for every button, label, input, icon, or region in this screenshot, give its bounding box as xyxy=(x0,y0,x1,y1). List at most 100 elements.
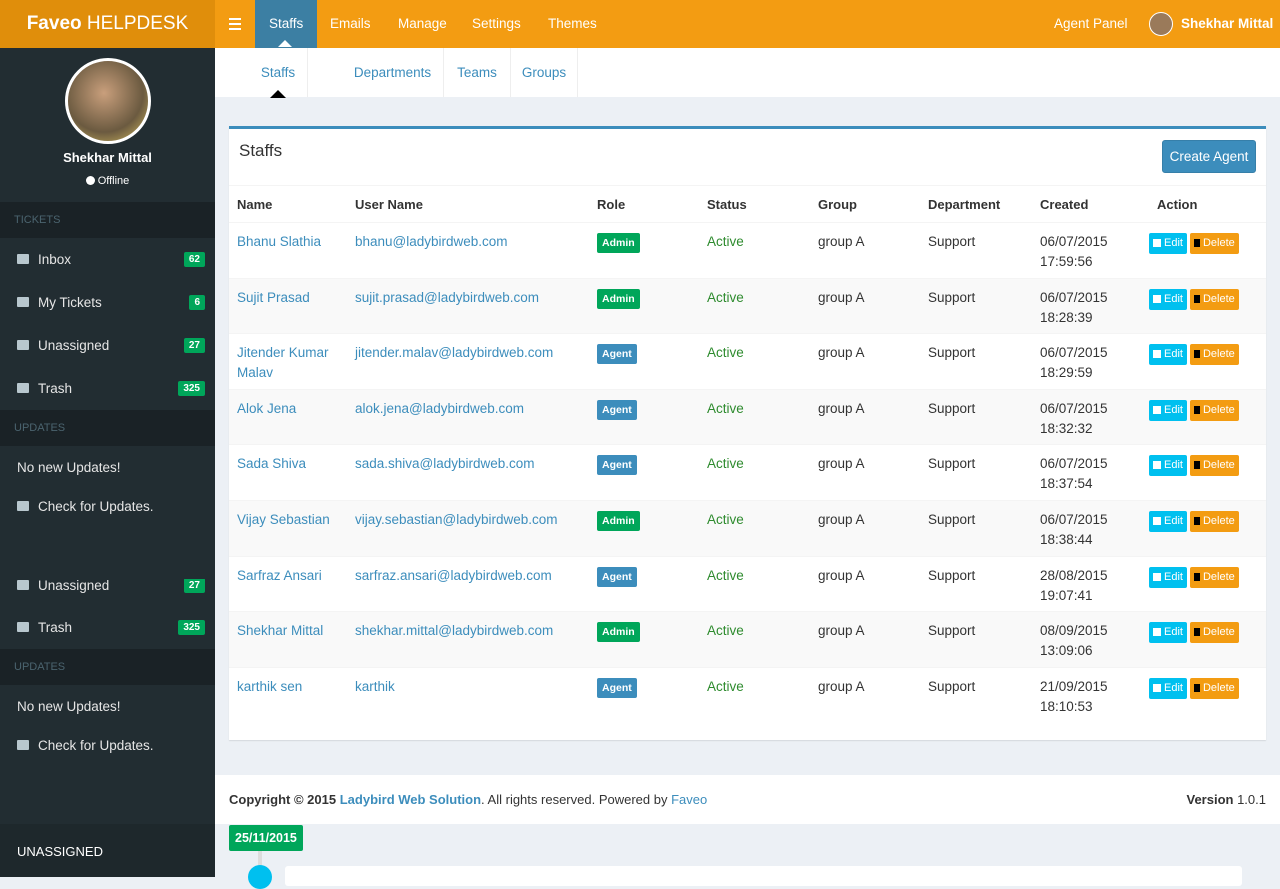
staff-username[interactable]: jitender.malav@ladybirdweb.com xyxy=(347,333,589,390)
staff-username[interactable]: sada.shiva@ladybirdweb.com xyxy=(347,444,589,501)
edit-button[interactable]: Edit xyxy=(1149,677,1187,699)
staff-row: Vijay Sebastian vijay.sebastian@ladybirdw… xyxy=(229,499,1266,557)
status: Active xyxy=(699,388,810,445)
staff-username[interactable]: vijay.sebastian@ladybirdweb.com xyxy=(347,499,589,557)
created: 28/08/2015 19:07:41 xyxy=(1032,555,1149,612)
edit-button[interactable]: Edit xyxy=(1149,622,1187,644)
top-nav-item[interactable]: Staffs xyxy=(255,0,318,48)
action-cell: Edit Delete xyxy=(1149,499,1266,557)
edit-button[interactable]: Edit xyxy=(1149,510,1187,532)
created: 06/07/2015 18:28:39 xyxy=(1032,277,1149,334)
timeline-icon xyxy=(248,865,272,889)
staff-name[interactable]: Alok Jena xyxy=(229,388,347,445)
menu-item[interactable]: Inbox 62 xyxy=(0,238,215,281)
staff-row: Jitender Kumar Malav jitender.malav@ladyb… xyxy=(229,333,1266,390)
delete-button[interactable]: Delete xyxy=(1189,510,1239,532)
company-link[interactable]: Ladybird Web Solution xyxy=(339,792,482,807)
agent-panel-link[interactable]: Agent Panel xyxy=(1054,16,1128,31)
footer-left: Copyright © 2015 Ladybird Web Solution. … xyxy=(229,775,707,825)
menu-label: Unassigned xyxy=(38,338,110,353)
brand[interactable]: Faveo HELPDESK xyxy=(0,0,215,48)
menu-item[interactable]: Unassigned 27 xyxy=(0,324,215,367)
header-row: Name User Name Role Status Group Department Cr… xyxy=(229,185,1266,223)
edit-button[interactable]: Edit xyxy=(1149,566,1187,588)
staff-username[interactable]: alok.jena@ladybirdweb.com xyxy=(347,388,589,445)
edit-button[interactable]: Edit xyxy=(1149,455,1187,477)
delete-button[interactable]: Delete xyxy=(1189,233,1239,254)
menu-count: 27 xyxy=(183,338,205,353)
action-cell: Edit Delete xyxy=(1149,666,1266,723)
edit-icon xyxy=(1153,516,1161,525)
top-nav-item[interactable]: Emails xyxy=(330,16,371,31)
delete-button[interactable]: Delete xyxy=(1189,455,1239,477)
role-badge: Agent xyxy=(597,566,637,587)
role-badge: Admin xyxy=(597,510,640,531)
staff-username[interactable]: bhanu@ladybirdweb.com xyxy=(347,222,589,279)
delete-button[interactable]: Delete xyxy=(1189,344,1239,366)
edit-icon xyxy=(1153,294,1161,303)
staff-name[interactable]: Sarfraz Ansari xyxy=(229,555,347,612)
user-menu[interactable]: Shekhar Mittal xyxy=(1181,16,1274,31)
edit-button[interactable]: Edit xyxy=(1149,399,1187,421)
edit-button[interactable]: Edit xyxy=(1149,288,1187,310)
staff-name[interactable]: karthik sen xyxy=(229,666,347,723)
staff-username[interactable]: sujit.prasad@ladybirdweb.com xyxy=(347,277,589,334)
status-dot xyxy=(85,176,95,185)
column-header: Name xyxy=(229,185,347,223)
sub-nav-item[interactable]: Teams xyxy=(444,48,511,97)
table-body: Bhanu Slathia bhanu@ladybirdweb.com Admin A… xyxy=(229,222,1266,723)
status: Active xyxy=(699,499,810,557)
menu-item[interactable]: Trash 325 xyxy=(0,606,215,649)
section-header: TICKETS xyxy=(0,202,215,238)
check-updates[interactable]: Check for Updates. xyxy=(0,724,215,767)
staff-name[interactable]: Vijay Sebastian xyxy=(229,499,347,557)
staff-username[interactable]: karthik xyxy=(347,666,589,723)
menu-item[interactable]: Trash 325 xyxy=(0,367,215,410)
created: 21/09/2015 18:10:53 xyxy=(1032,666,1149,723)
sub-nav-item[interactable]: Groups xyxy=(511,48,578,97)
subnav-caret xyxy=(270,90,286,98)
top-nav-item[interactable]: Settings xyxy=(472,16,521,31)
icon xyxy=(17,501,29,511)
staff-username[interactable]: shekhar.mittal@ladybirdweb.com xyxy=(347,611,589,668)
check-updates[interactable]: Check for Updates. xyxy=(0,485,215,528)
department: Support xyxy=(920,555,1032,612)
staff-name[interactable]: Sada Shiva xyxy=(229,444,347,501)
overlap-mask xyxy=(0,538,215,579)
delete-button[interactable]: Delete xyxy=(1189,288,1239,310)
delete-icon xyxy=(1193,516,1200,525)
menu-item[interactable]: Unassigned 27 xyxy=(0,564,215,607)
staff-panel: Staffs Create Agent Name User Name Role Sta… xyxy=(229,126,1266,740)
create-agent-button[interactable]: Create Agent xyxy=(1162,140,1256,173)
panel-title: Staffs xyxy=(239,141,283,160)
menu-label: Unassigned xyxy=(38,578,110,593)
sub-nav-item[interactable]: Departments xyxy=(342,48,444,97)
staff-name[interactable]: Bhanu Slathia xyxy=(229,222,347,279)
sub-nav-item[interactable]: Staffs xyxy=(249,48,308,97)
edit-button[interactable]: Edit xyxy=(1149,233,1187,254)
staff-row: Bhanu Slathia bhanu@ladybirdweb.com Admin A… xyxy=(229,222,1266,279)
delete-button[interactable]: Delete xyxy=(1189,622,1239,644)
edit-button[interactable]: Edit xyxy=(1149,344,1187,366)
menu-toggle[interactable] xyxy=(229,18,241,30)
action-cell: Edit Delete xyxy=(1149,611,1266,668)
delete-button[interactable]: Delete xyxy=(1189,677,1239,699)
menu-count: 27 xyxy=(183,578,205,593)
top-nav-item[interactable]: Manage xyxy=(398,16,447,31)
menu-item[interactable]: My Tickets 6 xyxy=(0,281,215,324)
created: 06/07/2015 18:37:54 xyxy=(1032,444,1149,501)
column-header: Department xyxy=(920,185,1032,223)
delete-button[interactable]: Delete xyxy=(1189,399,1239,421)
faveo-link[interactable]: Faveo xyxy=(671,792,708,807)
role-cell: Admin xyxy=(589,222,699,279)
delete-button[interactable]: Delete xyxy=(1189,566,1239,588)
staff-username[interactable]: sarfraz.ansari@ladybirdweb.com xyxy=(347,555,589,612)
staff-name[interactable]: Sujit Prasad xyxy=(229,277,347,334)
status: Active xyxy=(699,277,810,334)
icon xyxy=(17,340,29,350)
edit-icon xyxy=(1153,350,1161,359)
delete-label: Delete xyxy=(1202,459,1235,472)
staff-name[interactable]: Shekhar Mittal xyxy=(229,611,347,668)
staff-name[interactable]: Jitender Kumar Malav xyxy=(229,333,347,390)
top-nav-item[interactable]: Themes xyxy=(548,16,597,31)
